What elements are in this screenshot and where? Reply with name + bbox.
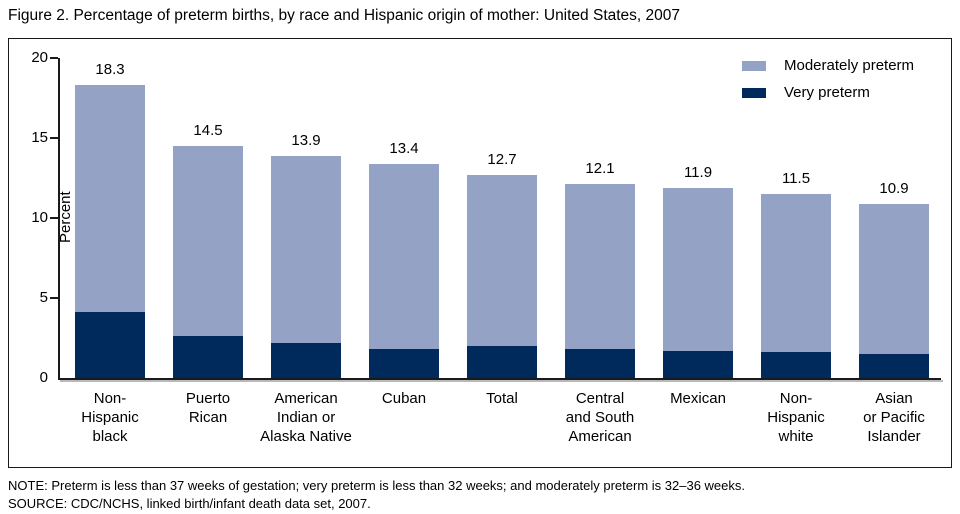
bar-value-label-puerto-rican: 14.5	[193, 122, 223, 139]
plot-area: Percent 0 5 10 15 20 18.3 Non- Hispanic black 1…	[31, 49, 941, 445]
category-label-cuban: Cuban	[381, 390, 427, 407]
category-label-asian-or-pacific-islander: Asian or Pacific Islander	[863, 390, 925, 445]
category-label-american-indian-or-alaska-native: American Indian or Alaska Native	[260, 390, 352, 445]
moderately-preterm-swatch-icon	[742, 60, 766, 71]
segment-very-preterm	[75, 312, 145, 378]
segment-moderately-preterm	[369, 163, 439, 350]
bar-mexican	[663, 187, 733, 378]
source-text: SOURCE: CDC/NCHS, linked birth/infant de…	[8, 495, 371, 511]
y-tick-label-15: 15	[31, 129, 48, 146]
y-tick-label-20: 20	[31, 49, 48, 66]
chart-box: Moderately preterm Very preterm Percent …	[8, 38, 952, 468]
figure-title: Figure 2. Percentage of preterm births, …	[8, 7, 681, 24]
category-label-central-and-south-american: Central and South American	[565, 390, 635, 445]
segment-very-preterm	[369, 349, 439, 378]
bar-value-label-total: 12.7	[487, 150, 517, 168]
category-label-total: Total	[486, 390, 518, 407]
note-text: NOTE: Preterm is less than 37 weeks of g…	[8, 478, 745, 493]
segment-moderately-preterm	[859, 203, 929, 354]
bar-value-label-american-indian-or-alaska-native: 13.9	[291, 131, 321, 149]
legend-row-moderately-preterm: Moderately preterm	[742, 52, 914, 79]
legend-row-very-preterm: Very preterm	[742, 79, 914, 106]
category-label-non-hispanic-white: Non- Hispanic white	[767, 390, 825, 445]
category-label-non-hispanic-black: Non- Hispanic black	[81, 390, 139, 445]
bar-total	[467, 174, 537, 378]
y-tick-20	[50, 57, 58, 59]
segment-moderately-preterm	[271, 155, 341, 343]
x-axis-line	[58, 378, 941, 380]
segment-very-preterm	[565, 349, 635, 378]
bar-american-indian-or-alaska-native	[271, 155, 341, 378]
bar-value-label-mexican: 11.9	[683, 163, 713, 181]
segment-very-preterm	[271, 342, 341, 378]
segment-moderately-preterm	[467, 174, 537, 346]
y-tick-5	[50, 297, 58, 299]
bar-cuban	[369, 163, 439, 378]
category-label-mexican: Mexican	[670, 390, 726, 407]
segment-moderately-preterm	[663, 187, 733, 351]
segment-moderately-preterm	[75, 85, 145, 313]
chart-notes: NOTE: Preterm is less than 37 weeks of g…	[8, 477, 745, 512]
segment-moderately-preterm	[761, 194, 831, 353]
segment-very-preterm	[173, 336, 243, 378]
segment-very-preterm	[663, 350, 733, 378]
bar-value-label-central-and-south-american: 12.1	[585, 160, 615, 178]
bar-value-label-non-hispanic-white: 11.5	[781, 170, 811, 187]
y-tick-label-5: 5	[39, 289, 48, 306]
legend-label-very-preterm: Very preterm	[784, 84, 870, 101]
legend-label-moderately-preterm: Moderately preterm	[784, 57, 915, 74]
y-tick-label-10: 10	[31, 209, 48, 226]
very-preterm-swatch-icon	[742, 87, 766, 98]
bar-central-and-south-american	[565, 184, 635, 378]
segment-very-preterm	[859, 354, 929, 378]
y-tick-15	[50, 137, 58, 139]
y-tick-10	[50, 217, 58, 219]
bar-value-label-non-hispanic-black: 18.3	[95, 61, 125, 79]
bar-asian-or-pacific-islander	[859, 203, 929, 378]
legend: Moderately preterm Very preterm	[742, 52, 914, 106]
segment-very-preterm	[467, 346, 537, 378]
bar-puerto-rican	[173, 146, 243, 378]
y-tick-label-0: 0	[39, 369, 48, 386]
bar-value-label-cuban: 13.4	[389, 139, 419, 157]
bar-non-hispanic-white	[761, 194, 831, 378]
segment-moderately-preterm	[565, 184, 635, 350]
bar-non-hispanic-black	[75, 85, 145, 378]
category-label-puerto-rican: Puerto Rican	[185, 390, 231, 426]
y-axis-title: Percent	[57, 191, 74, 243]
segment-very-preterm	[761, 352, 831, 378]
bar-value-label-asian-or-pacific-islander: 10.9	[879, 179, 909, 197]
segment-moderately-preterm	[173, 146, 243, 337]
